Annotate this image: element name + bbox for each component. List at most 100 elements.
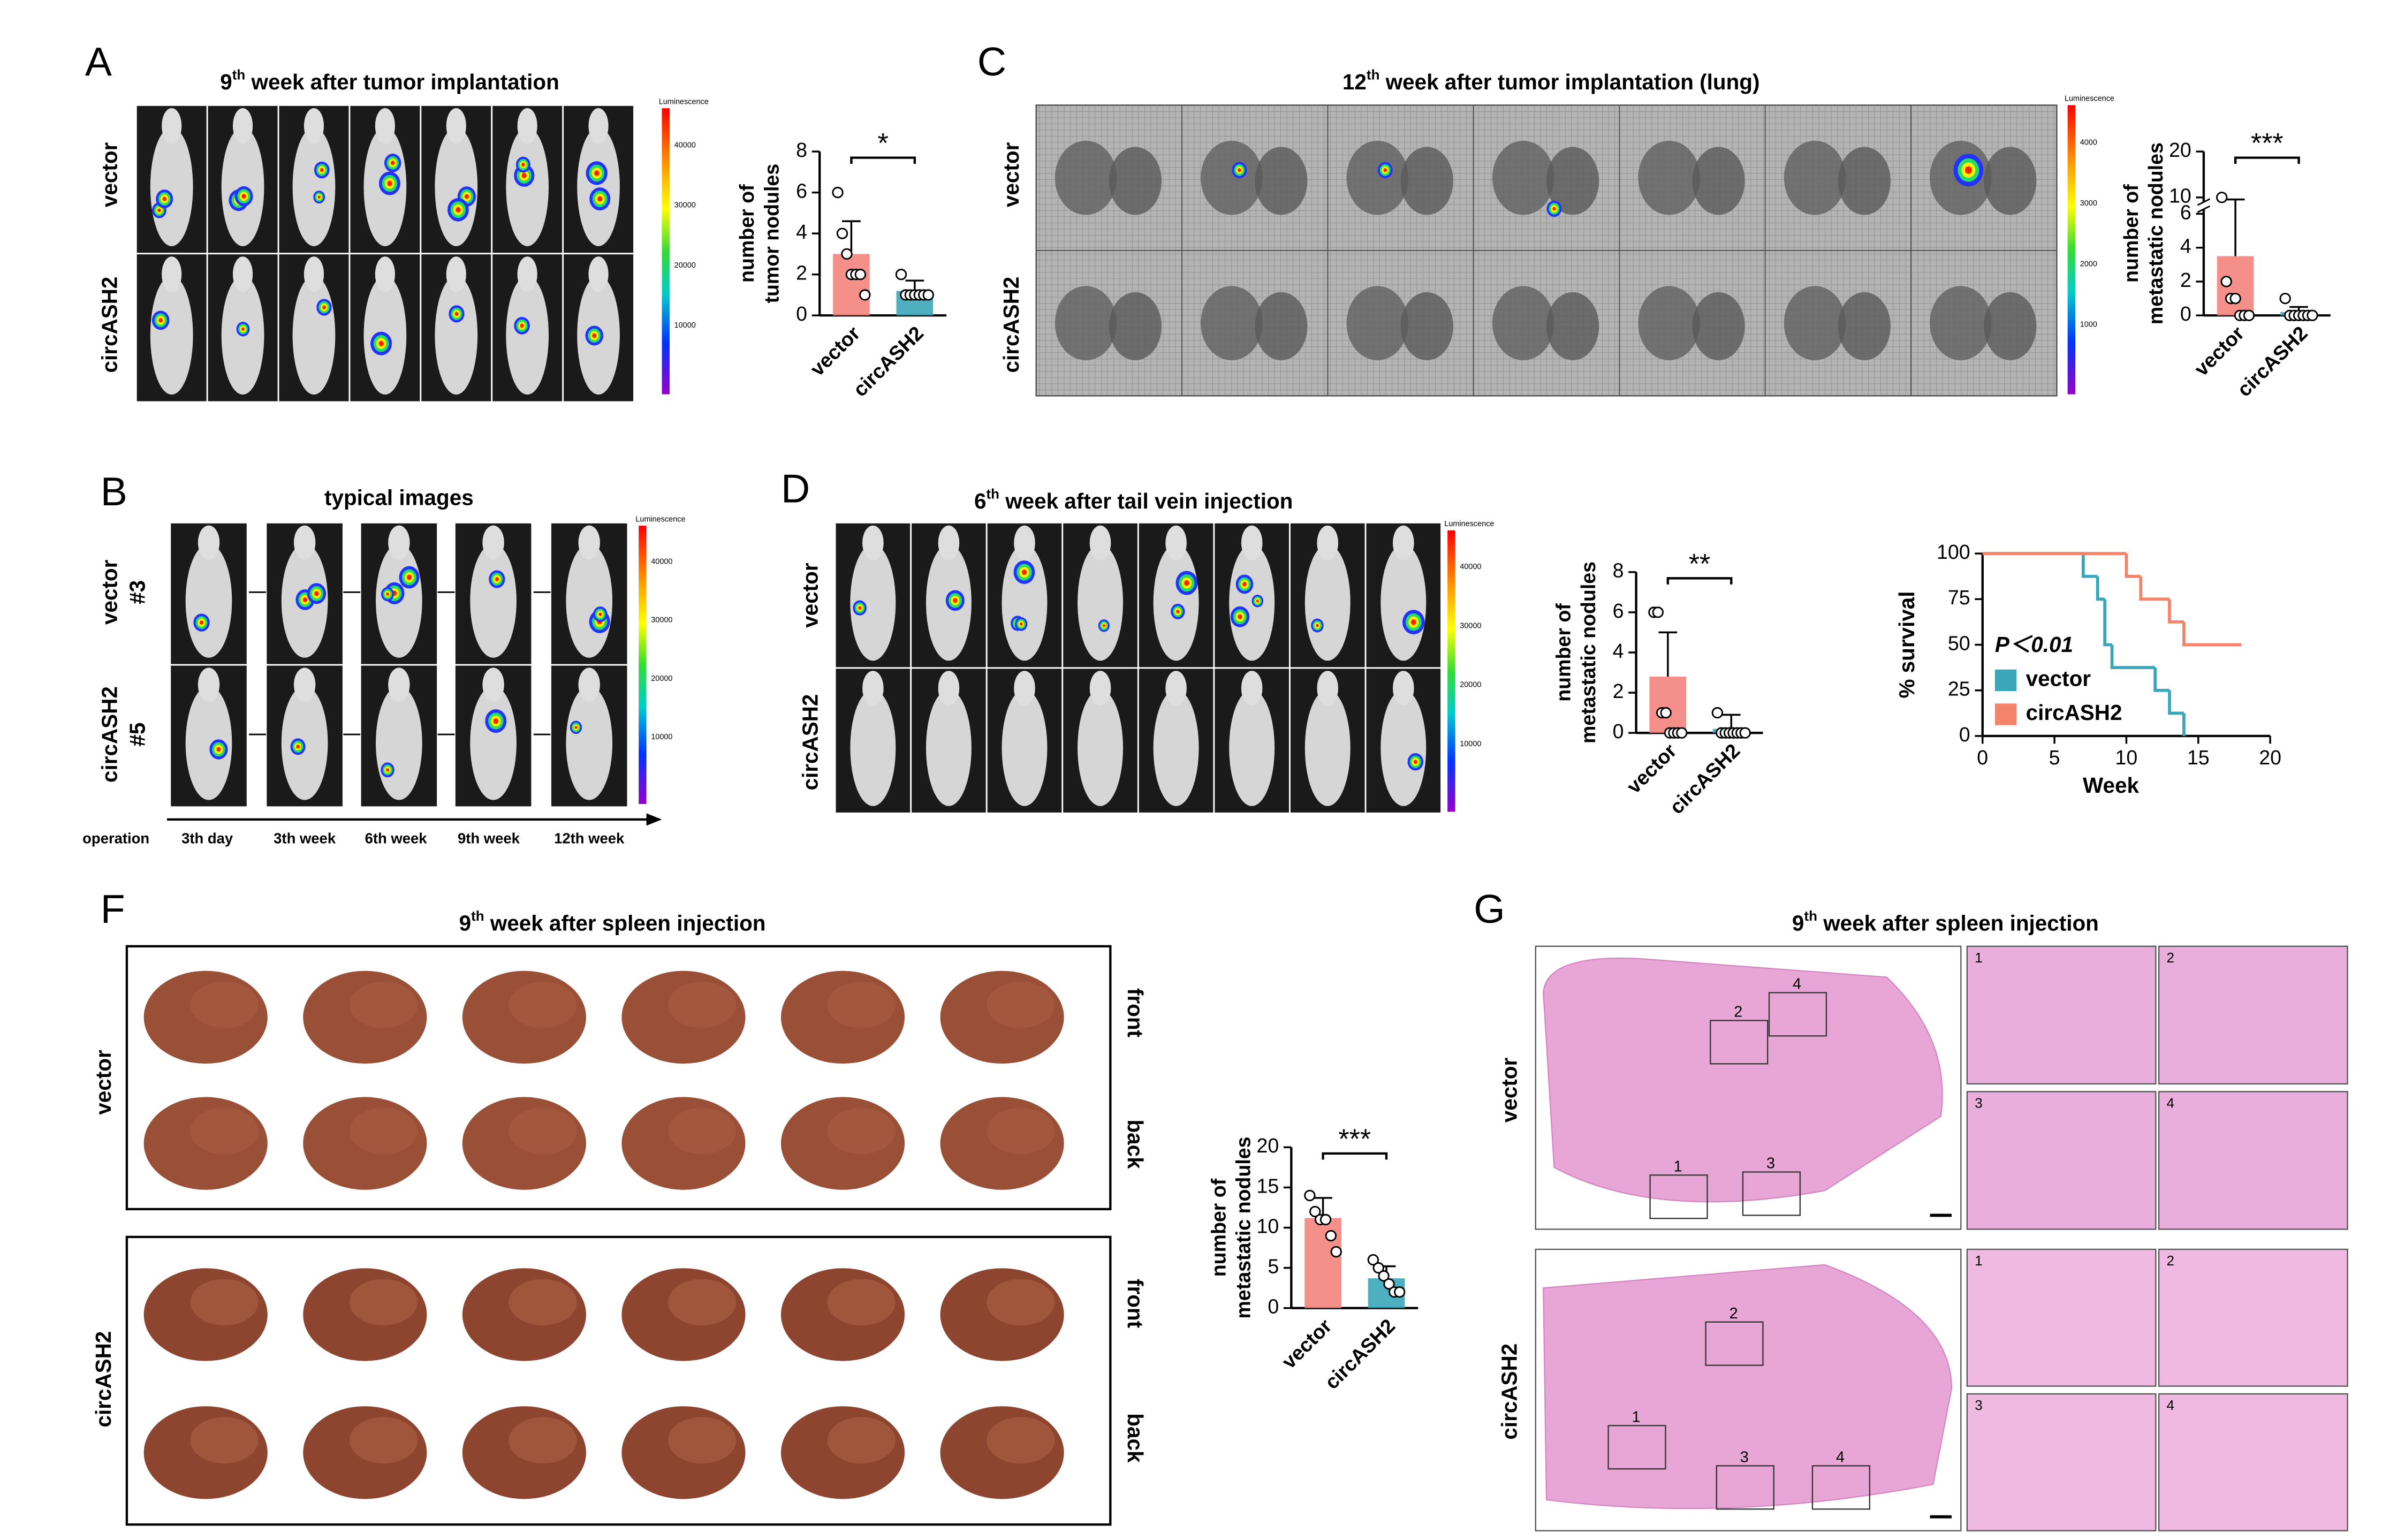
row-label: circASH2 xyxy=(1497,1344,1521,1440)
mouse-head xyxy=(388,525,410,560)
mouse-head xyxy=(1241,671,1263,706)
panel-letter: B xyxy=(101,469,127,514)
y-tick-label: 4 xyxy=(796,221,807,243)
lung-lobe xyxy=(1492,140,1554,215)
panel-title: 9th week after spleen injection xyxy=(459,908,766,935)
x-tick-label: 5 xyxy=(2049,746,2060,769)
luminescence-spot xyxy=(216,747,221,752)
mouse-head xyxy=(517,256,537,292)
data-point xyxy=(1652,606,1664,618)
data-point xyxy=(2220,276,2232,287)
liver-lobe xyxy=(349,981,418,1028)
survival-step xyxy=(2096,576,2105,601)
mouse-head xyxy=(482,667,504,702)
y-tick-label: 50 xyxy=(1948,632,1970,654)
mouse-head xyxy=(517,108,537,144)
histology-section xyxy=(1543,1264,1953,1509)
survival-step xyxy=(2110,644,2156,670)
lung-lobe xyxy=(1692,147,1745,215)
liver-lobe xyxy=(827,1417,896,1464)
luminescence-spot xyxy=(520,323,524,328)
lung-lobe xyxy=(1255,147,1308,215)
luminescence-spot xyxy=(157,208,161,213)
luminescence-spot xyxy=(322,305,326,309)
liver-lobe xyxy=(190,981,259,1028)
colorbar-tick: 20000 xyxy=(651,674,672,683)
colorbar-tick: 30000 xyxy=(674,201,696,210)
luminescence-spot xyxy=(320,168,324,172)
mouse-body xyxy=(185,686,232,800)
mouse-head xyxy=(1241,525,1263,560)
mouse-head xyxy=(938,525,960,560)
data-point xyxy=(1319,1213,1332,1226)
x-axis-label: Week xyxy=(2083,773,2139,798)
mouse-body xyxy=(1002,689,1048,806)
inset-label: 1 xyxy=(1975,950,1982,966)
luminescence-spot xyxy=(454,312,459,316)
colorbar-tick: 10000 xyxy=(651,733,672,741)
zoom-box xyxy=(1607,1425,1666,1470)
panel-title: 6th week after tail vein injection xyxy=(974,485,1293,513)
data-point xyxy=(2279,292,2291,305)
zoom-box xyxy=(1811,1465,1870,1510)
lung-lobe xyxy=(1546,292,1599,361)
row-label: circASH2 xyxy=(97,686,122,783)
title-text: week after tumor implantation (lung) xyxy=(1379,70,1759,94)
row-label: vector xyxy=(798,563,822,628)
lung-lobe xyxy=(1201,286,1263,361)
timeline-label: 3th day xyxy=(181,830,233,847)
lung-lobe xyxy=(1109,147,1162,215)
inset-label: 4 xyxy=(2167,1095,2174,1111)
title-number: 6 xyxy=(974,488,987,513)
data-point xyxy=(836,227,848,239)
luminescence-spot xyxy=(464,194,469,199)
luminescence-spot xyxy=(1964,166,1972,174)
inset-label: 3 xyxy=(1975,1095,1982,1111)
mouse-head xyxy=(1165,671,1187,706)
mouse-head xyxy=(862,525,884,560)
liver-lobe xyxy=(190,1279,259,1326)
panel-letter: C xyxy=(977,39,1006,84)
luminescence-spot xyxy=(199,620,204,625)
data-point xyxy=(1330,1246,1342,1258)
colorbar-tick: 4000 xyxy=(2080,138,2097,147)
histology-inset xyxy=(2158,945,2348,1085)
y-tick-label: 0 xyxy=(796,302,807,325)
legend-swatch xyxy=(1994,703,2017,725)
survival-step xyxy=(2168,599,2184,624)
timeline-arrow xyxy=(646,813,662,826)
mouse-head xyxy=(578,667,600,702)
mouse-body xyxy=(850,544,896,661)
y-axis-label: metastatic nodules xyxy=(2144,142,2167,324)
title-text: week after tumor implantation xyxy=(245,70,559,94)
luminescence-spot xyxy=(296,745,300,749)
liver-lobe xyxy=(509,1107,577,1155)
x-tick-label: vector xyxy=(806,322,864,381)
liver-lobe xyxy=(509,1279,577,1326)
histology-inset xyxy=(2158,1393,2348,1531)
timeline-label: 3th week xyxy=(274,830,336,847)
zoom-box xyxy=(1768,992,1827,1037)
x-tick-label: 10 xyxy=(2115,746,2138,769)
mouse-body xyxy=(566,544,613,658)
data-point xyxy=(2216,192,2228,203)
y-tick-label: 0 xyxy=(2180,302,2191,325)
scale-bar xyxy=(1930,1213,1952,1217)
title-text: week after spleen injection xyxy=(1817,911,2099,935)
mouse-head xyxy=(1089,525,1111,560)
liver-lobe xyxy=(987,981,1055,1028)
mouse-head xyxy=(198,667,220,702)
luminescence-spot xyxy=(1021,569,1027,575)
histology-inset xyxy=(2158,1091,2348,1230)
significance-label: *** xyxy=(2251,128,2284,159)
x-tick-label: vector xyxy=(1277,1314,1336,1373)
title-text: week after tail vein injection xyxy=(999,488,1293,513)
liver-frame xyxy=(125,1235,1112,1526)
mouse-body xyxy=(566,686,613,800)
data-point xyxy=(859,289,871,301)
y-axis-label: metastatic nodules xyxy=(1232,1136,1255,1318)
row-label: vector xyxy=(91,1050,116,1115)
liver-lobe xyxy=(827,1107,896,1155)
mouse-head xyxy=(375,108,395,144)
lung-lobe xyxy=(1930,286,1992,361)
